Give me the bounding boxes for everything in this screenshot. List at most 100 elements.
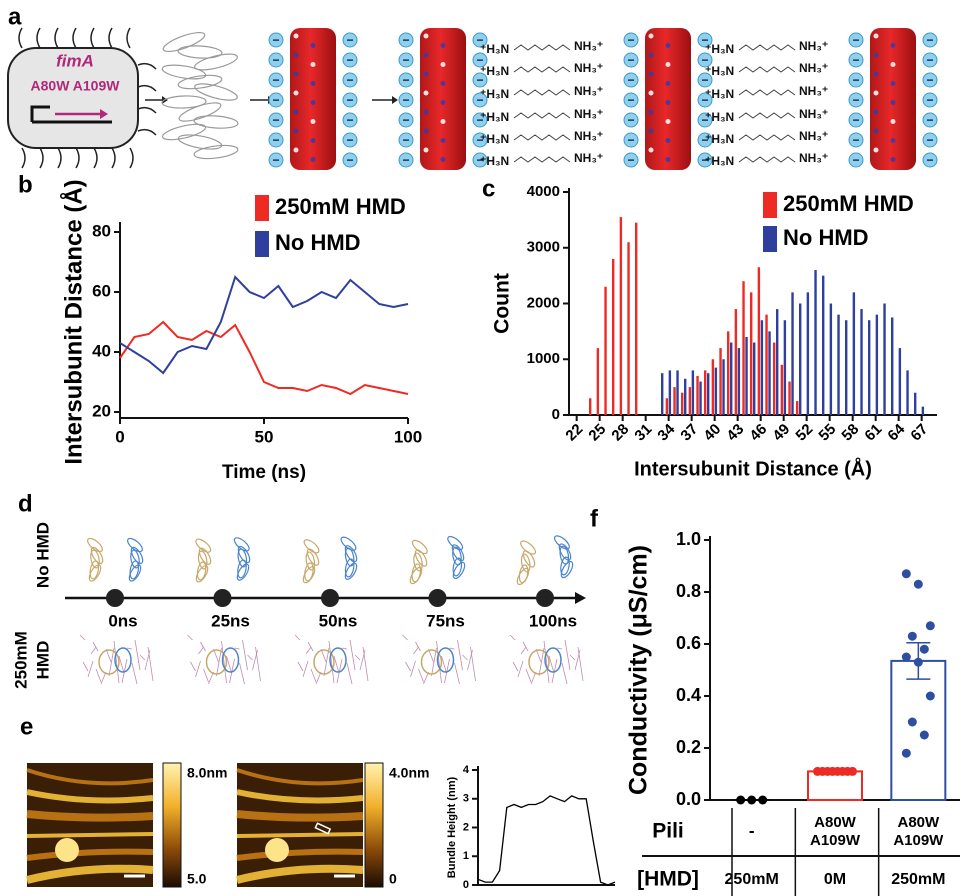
hmd-molecule (109, 648, 114, 676)
surface-patch (441, 119, 446, 124)
y-axis-label: Conductivity (μS/cm) (625, 545, 653, 795)
table-cell: A109W (810, 832, 861, 849)
protein-ribbon (177, 132, 222, 151)
histogram-bar (796, 401, 798, 415)
histogram-bar (814, 270, 816, 415)
histogram-bar (681, 393, 683, 415)
amine: NH₃⁺ (799, 84, 828, 98)
y-tick-label: 0 (463, 879, 469, 891)
hmd-chain (739, 45, 795, 50)
x-tick-label: 25 (585, 421, 609, 445)
surface-patch (649, 110, 654, 115)
bar (808, 771, 862, 800)
data-point (736, 796, 745, 805)
y-axis-label: Bundle Height (nm) (446, 776, 458, 878)
hmd-molecule (196, 661, 201, 677)
surface-patch (874, 148, 879, 153)
y-tick-label: 40 (92, 341, 111, 360)
x-tick-label: 50 (255, 427, 274, 446)
table-cell: - (749, 821, 755, 840)
x-tick-label: 100 (394, 427, 422, 446)
x-tick-label: 55 (815, 421, 839, 445)
data-point (920, 731, 929, 740)
charge-sign: − (926, 53, 933, 67)
hmd-molecule (570, 655, 575, 660)
charge-sign: − (272, 33, 279, 47)
histogram-bar (704, 370, 706, 415)
x-tick-label: 28 (608, 421, 632, 445)
y-tick-label: 0.8 (676, 581, 701, 601)
amine: ⁺H₃N (705, 64, 734, 78)
surface-patch (649, 148, 654, 153)
charge-sign: − (627, 113, 634, 127)
amine: NH₃⁺ (799, 61, 828, 75)
data-point (902, 749, 911, 758)
charge-sign: − (272, 73, 279, 87)
legend-swatch (763, 192, 777, 218)
charge-sign: − (627, 53, 634, 67)
histogram-bar (689, 387, 691, 415)
legend-swatch (255, 231, 269, 257)
amine: ⁺H₃N (705, 154, 734, 168)
row-label: HMD (33, 641, 52, 680)
y-tick-label: 3000 (527, 239, 560, 256)
table-row-label: Pili (652, 820, 684, 843)
color-bar (163, 763, 181, 887)
protein-ribbon (162, 95, 206, 109)
timeline-head (575, 592, 586, 604)
x-axis-label: Intersubunit Distance (Å) (634, 456, 872, 480)
time-label: 75ns (426, 611, 465, 630)
protein-snapshot (408, 566, 424, 586)
data-point (914, 580, 923, 589)
data-point (908, 718, 917, 727)
surface-patch (311, 119, 316, 124)
histogram-bar (807, 292, 809, 415)
surface-patch (294, 129, 299, 134)
pilus-hair (127, 28, 130, 48)
histogram-bar (891, 317, 893, 415)
surface-patch (424, 72, 429, 77)
protein-snapshot (410, 538, 429, 556)
protein-ribbon (177, 99, 223, 125)
y-tick-label: 2000 (527, 294, 560, 311)
amine: NH₃⁺ (574, 107, 603, 121)
histogram-bar (822, 276, 824, 415)
surface-patch (424, 110, 429, 115)
histogram-bar (742, 281, 744, 415)
surface-patch (311, 62, 316, 67)
histogram-bar (673, 387, 675, 415)
time-dot (536, 589, 554, 607)
y-tick-label: 0.2 (676, 737, 701, 757)
surface-patch (649, 34, 654, 39)
histogram-bar (745, 337, 747, 415)
data-point (848, 767, 857, 776)
surface-patch (891, 100, 896, 105)
data-point (902, 569, 911, 578)
hmd-molecule (132, 663, 137, 684)
y-tick-label: 20 (92, 401, 111, 420)
surface-patch (424, 53, 429, 58)
histogram-bar (707, 373, 709, 415)
hmd-chain (514, 113, 570, 118)
hmd-molecule (432, 648, 437, 676)
time-dot (429, 589, 447, 607)
y-tick-label: 1000 (527, 350, 560, 367)
surface-patch (649, 91, 654, 96)
pilus-hair (94, 148, 97, 168)
amine: NH₃⁺ (799, 129, 828, 143)
hmd-molecule (450, 648, 455, 649)
hmd-molecule (406, 662, 411, 671)
surface-patch (891, 43, 896, 48)
time-label: 0ns (108, 611, 137, 630)
charge-sign: − (627, 133, 634, 147)
hmd-chain (739, 67, 795, 72)
histogram-bar (666, 398, 668, 415)
histogram-bar (604, 287, 606, 415)
protein-snapshot (446, 534, 465, 552)
histogram-bar (860, 309, 862, 415)
surface-patch (441, 138, 446, 143)
charge-sign: − (926, 113, 933, 127)
histogram-bar (661, 373, 663, 415)
hmd-chain (514, 157, 570, 162)
pilus-hair (22, 148, 25, 168)
